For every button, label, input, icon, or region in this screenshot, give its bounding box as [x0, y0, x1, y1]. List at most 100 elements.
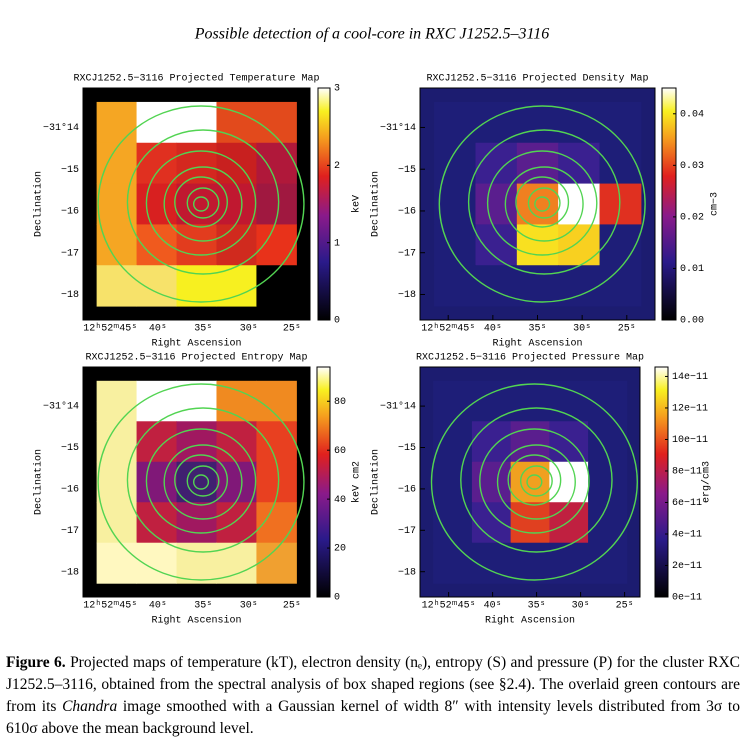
contour	[479, 428, 590, 534]
map-cell	[136, 183, 178, 225]
map-cell	[96, 142, 138, 185]
figure: Possible detection of a cool-core in RXC…	[33, 26, 721, 627]
map-cell	[176, 101, 217, 144]
y-tick-label: −17	[61, 526, 79, 537]
map-cell	[176, 502, 217, 544]
x-tick-label: 30ˢ	[240, 601, 258, 612]
x-tick-label: 25ˢ	[616, 601, 634, 612]
colorbar-tick-label: 3	[334, 84, 340, 95]
colorbar	[316, 366, 331, 598]
map-cell	[96, 265, 138, 307]
colorbar	[661, 87, 677, 321]
map-cell	[256, 542, 297, 584]
map-cell	[475, 142, 518, 185]
contour	[467, 129, 621, 275]
map-cell	[549, 380, 589, 422]
colorbar-tick-label: 6e−11	[672, 498, 702, 509]
contour	[174, 176, 228, 228]
map-cell	[433, 461, 473, 503]
contour	[192, 474, 210, 490]
contour	[527, 187, 561, 219]
y-tick-label: −18	[61, 567, 79, 578]
map-cell	[434, 224, 476, 266]
colorbar-tick-label: 60	[334, 446, 346, 457]
panel-title: RXCJ1252.5−3116 Projected Temperature Ma…	[73, 73, 319, 85]
map-cell	[176, 183, 217, 225]
contour	[97, 383, 305, 581]
colorbar-tick-label: 0.04	[680, 109, 704, 120]
colorbar-label: cm−3	[710, 192, 721, 216]
panel-title: RXCJ1252.5−3116 Projected Density Map	[426, 73, 648, 85]
map-cell	[256, 224, 297, 266]
colorbar-tick-label: 0.02	[680, 213, 704, 224]
y-axis-label: Declination	[33, 449, 45, 515]
map-cell	[549, 461, 589, 503]
y-tick-label: −15	[398, 443, 416, 454]
colorbar-tick-label: 12e−11	[672, 404, 708, 415]
map-cell	[471, 421, 512, 463]
y-tick-label: −18	[398, 290, 416, 301]
y-tick-label: −17	[398, 248, 416, 259]
map-cell	[475, 101, 518, 144]
colorbar-tick-label: 80	[334, 397, 346, 408]
map-cell	[256, 421, 297, 463]
colorbar-tick-label: 0	[334, 593, 340, 604]
x-axis-label: Right Ascension	[485, 615, 575, 627]
map-cell	[176, 380, 217, 422]
colorbar	[317, 87, 331, 321]
map-cell	[516, 101, 559, 144]
y-tick-label: −15	[398, 165, 416, 176]
map-cell	[471, 502, 512, 544]
contour	[145, 428, 257, 534]
map-cell	[599, 183, 642, 225]
y-axis-label: Declination	[33, 171, 45, 237]
contour	[163, 166, 243, 242]
y-tick-label: −31°14	[380, 401, 416, 413]
panel-title: RXCJ1252.5−3116 Projected Entropy Map	[85, 352, 307, 364]
map-cell	[475, 265, 518, 307]
colorbar-tick-label: 0	[334, 316, 340, 327]
y-tick-label: −15	[61, 165, 79, 176]
x-tick-label: 25ˢ	[283, 324, 301, 335]
map-cell	[434, 101, 476, 144]
colorbar-label: keV cm2	[351, 461, 363, 503]
colorbar	[654, 366, 669, 598]
map-cell	[475, 183, 518, 225]
colorbar-tick-label: 0.01	[680, 264, 704, 275]
map-cell	[136, 461, 178, 503]
y-tick-label: −31°14	[380, 122, 416, 134]
y-axis-label: Declination	[370, 171, 382, 237]
map-cell	[256, 265, 297, 307]
x-tick-label: 30ˢ	[573, 324, 591, 335]
colorbar-tick-label: 0.00	[680, 316, 704, 327]
map-cell	[256, 502, 297, 544]
x-tick-label: 35ˢ	[194, 601, 212, 612]
colorbar-tick-label: 2	[334, 161, 340, 172]
x-axis-label: Right Ascension	[492, 338, 582, 350]
map-cell	[216, 502, 257, 544]
contour	[186, 465, 220, 497]
map-cell	[588, 380, 628, 422]
map-cell	[96, 101, 138, 144]
figure-title: Possible detection of a cool-core in RXC…	[194, 26, 550, 43]
y-tick-label: −18	[398, 567, 416, 578]
x-tick-label: 25ˢ	[618, 324, 636, 335]
x-tick-label: 40ˢ	[149, 601, 167, 612]
colorbar-tick-label: 2e−11	[672, 561, 702, 572]
map-cell	[471, 542, 512, 584]
colorbar-tick-label: 0.03	[680, 161, 704, 172]
x-tick-label: 35ˢ	[528, 601, 546, 612]
panel-title: RXCJ1252.5−3116 Projected Pressure Map	[416, 352, 644, 364]
map-cell	[433, 502, 473, 544]
contour	[515, 176, 570, 228]
contour	[507, 454, 562, 506]
map-cell	[96, 542, 138, 584]
map-cell	[434, 142, 476, 185]
contour	[526, 474, 543, 490]
map-cell	[96, 502, 138, 544]
y-tick-label: −18	[61, 290, 79, 301]
colorbar-tick-label: 8e−11	[672, 467, 702, 478]
map-cell	[558, 142, 601, 185]
caption-text: image smoothed with a Gaussian kernel of…	[6, 698, 740, 737]
map-cell	[136, 265, 178, 307]
